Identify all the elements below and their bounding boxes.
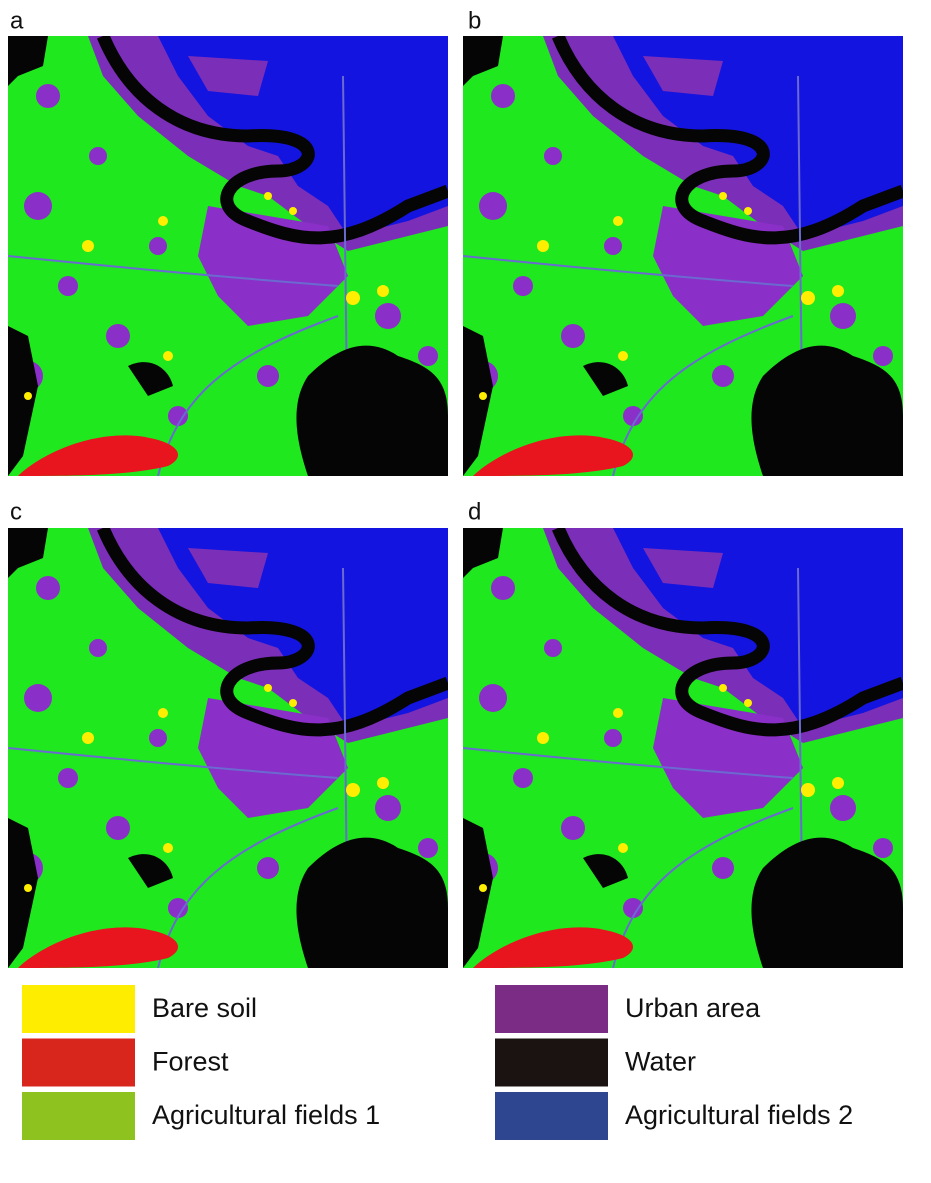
legend-label: Bare soil xyxy=(152,993,257,1023)
map-panel xyxy=(463,36,903,476)
panel-label: c xyxy=(10,498,22,525)
map-panel xyxy=(8,36,448,476)
legend: Bare soil Forest Agricultural fields 1 Urba… xyxy=(22,985,853,1140)
page: a b c d Bare soil Forest Agricultural fiel… xyxy=(0,0,931,1183)
legend-label: Water xyxy=(625,1047,696,1077)
legend-swatch xyxy=(22,985,135,1033)
legend-label: Agricultural fields 2 xyxy=(625,1100,853,1130)
map-panel xyxy=(463,528,903,968)
legend-swatch xyxy=(22,1039,135,1087)
panel-label: d xyxy=(468,498,481,525)
map-panel xyxy=(8,528,448,968)
legend-label: Agricultural fields 1 xyxy=(152,1100,380,1130)
legend-swatch xyxy=(495,1039,608,1087)
panel-label: b xyxy=(468,7,481,34)
panel-label: a xyxy=(10,7,24,34)
legend-swatch xyxy=(495,985,608,1033)
figure: a b c d Bare soil Forest Agricultural fiel… xyxy=(0,0,931,1178)
legend-label: Forest xyxy=(152,1047,229,1077)
legend-swatch xyxy=(495,1092,608,1140)
legend-label: Urban area xyxy=(625,993,761,1023)
legend-swatch xyxy=(22,1092,135,1140)
